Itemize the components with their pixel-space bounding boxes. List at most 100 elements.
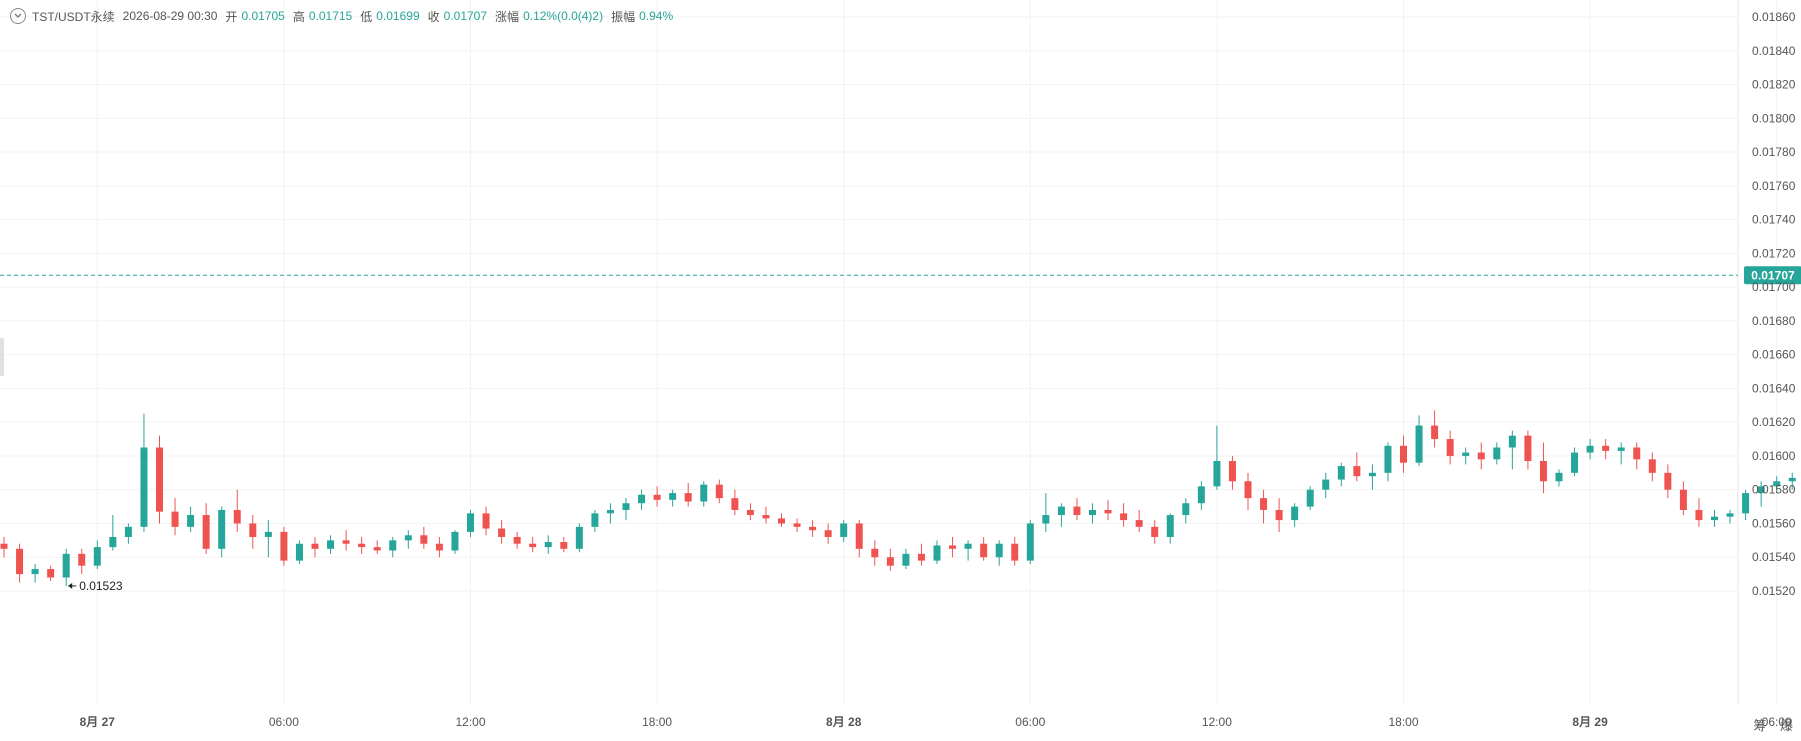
price-tick-label: 0.01780: [1752, 145, 1796, 159]
candle-body: [669, 493, 676, 500]
candle: [203, 503, 210, 554]
candle-body: [1182, 503, 1189, 515]
candle-body: [1307, 490, 1314, 507]
candle-body: [389, 540, 396, 550]
candle-body: [1431, 426, 1438, 440]
candle: [1400, 436, 1407, 473]
candle: [280, 527, 287, 566]
candle: [1556, 469, 1563, 486]
candle-body: [1384, 446, 1391, 473]
candle-body: [1198, 486, 1205, 503]
candle: [887, 549, 894, 571]
candle: [980, 537, 987, 561]
candle-body: [187, 515, 194, 527]
candle-body: [1493, 448, 1500, 460]
candle: [591, 510, 598, 532]
candle-body: [1524, 436, 1531, 461]
annotations: 0.018420.01523: [68, 40, 1801, 593]
candle: [1384, 442, 1391, 481]
open-label: 开: [225, 8, 237, 25]
candle: [1462, 448, 1469, 465]
change-value: 0.12%(0.0(4)2): [523, 9, 603, 23]
liquidation-button[interactable]: 爆: [1780, 718, 1793, 733]
candle-body: [825, 530, 832, 537]
candle-body: [887, 557, 894, 565]
candle: [218, 507, 225, 558]
candle: [125, 523, 132, 543]
close-value: 0.01707: [444, 9, 487, 23]
candle-body: [16, 549, 23, 574]
candle: [1167, 513, 1174, 543]
candle: [1742, 490, 1749, 520]
amplitude-value: 0.94%: [639, 9, 673, 23]
collapse-chevron-icon[interactable]: [10, 8, 26, 24]
symbol-label[interactable]: TST/USDT永续: [32, 8, 115, 25]
price-tick-label: 0.01640: [1752, 381, 1796, 395]
candle: [1322, 473, 1329, 498]
candle-body: [1789, 478, 1796, 481]
price-tick-label: 0.01860: [1752, 10, 1796, 24]
candle-body: [949, 545, 956, 548]
price-axis[interactable]: 0.018600.018400.018200.018000.017800.017…: [1752, 10, 1796, 598]
candle-body: [1089, 510, 1096, 515]
candle: [420, 527, 427, 549]
candle-body: [591, 513, 598, 527]
candle-body: [1447, 439, 1454, 456]
price-tick-label: 0.01700: [1752, 280, 1796, 294]
candle-body: [1416, 426, 1423, 463]
candle: [949, 537, 956, 557]
candle-body: [1338, 466, 1345, 480]
candle: [467, 510, 474, 537]
candle-body: [1509, 436, 1516, 448]
candle-body: [343, 540, 350, 543]
candle-body: [1571, 453, 1578, 473]
candle-body: [467, 513, 474, 532]
candle-body: [1633, 448, 1640, 460]
candle-body: [1058, 507, 1065, 515]
price-tick-label: 0.01840: [1752, 44, 1796, 58]
candle: [809, 520, 816, 537]
candle: [731, 490, 738, 515]
time-tick-label: 12:00: [455, 715, 485, 729]
candle: [1680, 481, 1687, 515]
candle-body: [125, 527, 132, 537]
high-label: 高: [293, 8, 305, 25]
candle: [1727, 510, 1734, 524]
candle: [1182, 498, 1189, 523]
candle: [1649, 453, 1656, 482]
candle-body: [545, 542, 552, 547]
candle-body: [1602, 446, 1609, 451]
candle: [32, 564, 39, 583]
candle: [1618, 442, 1625, 464]
candle: [918, 544, 925, 566]
candle: [1, 537, 8, 557]
candle: [1307, 486, 1314, 510]
left-panel-handle[interactable]: [0, 338, 4, 376]
candle-body: [794, 523, 801, 526]
price-tick-label: 0.01800: [1752, 111, 1796, 125]
candle-body: [1680, 490, 1687, 510]
candle-body: [685, 493, 692, 501]
price-tick-label: 0.01560: [1752, 516, 1796, 530]
candle-body: [623, 503, 630, 510]
candle-body: [576, 527, 583, 549]
candle: [1027, 520, 1034, 564]
chips-button[interactable]: 筹: [1753, 718, 1766, 733]
candle-body: [980, 544, 987, 558]
candle-body: [1136, 520, 1143, 527]
candle-body: [1400, 446, 1407, 463]
candle: [436, 537, 443, 557]
low-label: 低: [360, 8, 372, 25]
candle: [716, 480, 723, 504]
candle: [1089, 503, 1096, 523]
candle-body: [1027, 523, 1034, 560]
candle-body: [778, 518, 785, 523]
candle-body: [809, 527, 816, 530]
candle: [109, 515, 116, 550]
price-tick-label: 0.01720: [1752, 246, 1796, 260]
candle: [638, 490, 645, 510]
candle-body: [1167, 515, 1174, 537]
